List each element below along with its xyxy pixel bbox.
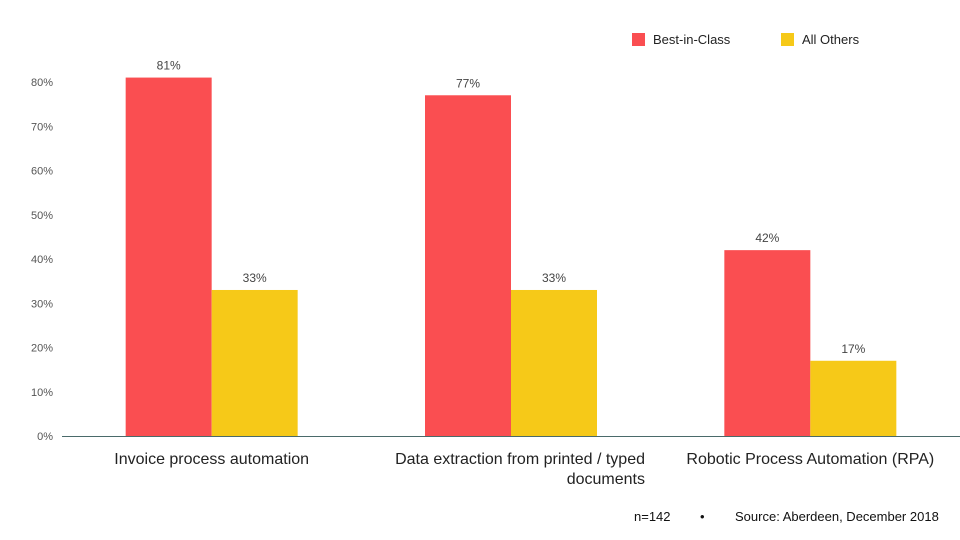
y-axis-ticks: 0% 10% 20% 30% 40% 50% 60% 70% 80%: [31, 77, 53, 443]
legend-swatch-all-others: [781, 33, 794, 46]
y-tick-label: 60%: [31, 166, 53, 178]
bar: [511, 289, 597, 436]
y-tick-label: 10%: [31, 387, 53, 399]
category-label: documents: [567, 471, 645, 488]
bar-value-label: 77%: [456, 76, 480, 90]
y-tick-label: 30%: [31, 298, 53, 310]
category-label: Data extraction from printed / typed: [395, 451, 645, 468]
bar: [724, 250, 811, 436]
y-tick-label: 50%: [31, 210, 53, 222]
y-tick-label: 80%: [31, 77, 53, 89]
y-tick-label: 0%: [37, 431, 53, 443]
bar-value-label: 81%: [157, 59, 181, 73]
bars: [125, 77, 897, 437]
legend-label-all-others: All Others: [802, 32, 860, 47]
legend-swatch-best-in-class: [632, 33, 645, 46]
category-label: Robotic Process Automation (RPA): [686, 451, 934, 468]
bar-value-label: 42%: [755, 231, 779, 245]
y-tick-label: 70%: [31, 121, 53, 133]
footer: n=142 • Source: Aberdeen, December 2018: [634, 509, 939, 524]
bar: [211, 289, 298, 436]
category-label: Invoice process automation: [114, 451, 309, 468]
bar-value-label: 33%: [243, 271, 267, 285]
y-tick-label: 40%: [31, 254, 53, 266]
bar: [810, 360, 897, 436]
legend-label-best-in-class: Best-in-Class: [653, 32, 731, 47]
source-note: Source: Aberdeen, December 2018: [735, 509, 939, 524]
bar: [125, 77, 212, 436]
category-labels: Invoice process automation Data extractio…: [114, 451, 934, 488]
sample-size: n=142: [634, 509, 671, 524]
bar-value-label: 17%: [841, 342, 865, 356]
footer-separator: •: [700, 509, 705, 524]
legend: Best-in-Class All Others: [632, 32, 860, 47]
bar-value-label: 33%: [542, 271, 566, 285]
bar: [425, 95, 511, 437]
y-tick-label: 20%: [31, 343, 53, 355]
bar-data-labels: 81% 33% 77% 33% 42% 17%: [157, 59, 866, 356]
